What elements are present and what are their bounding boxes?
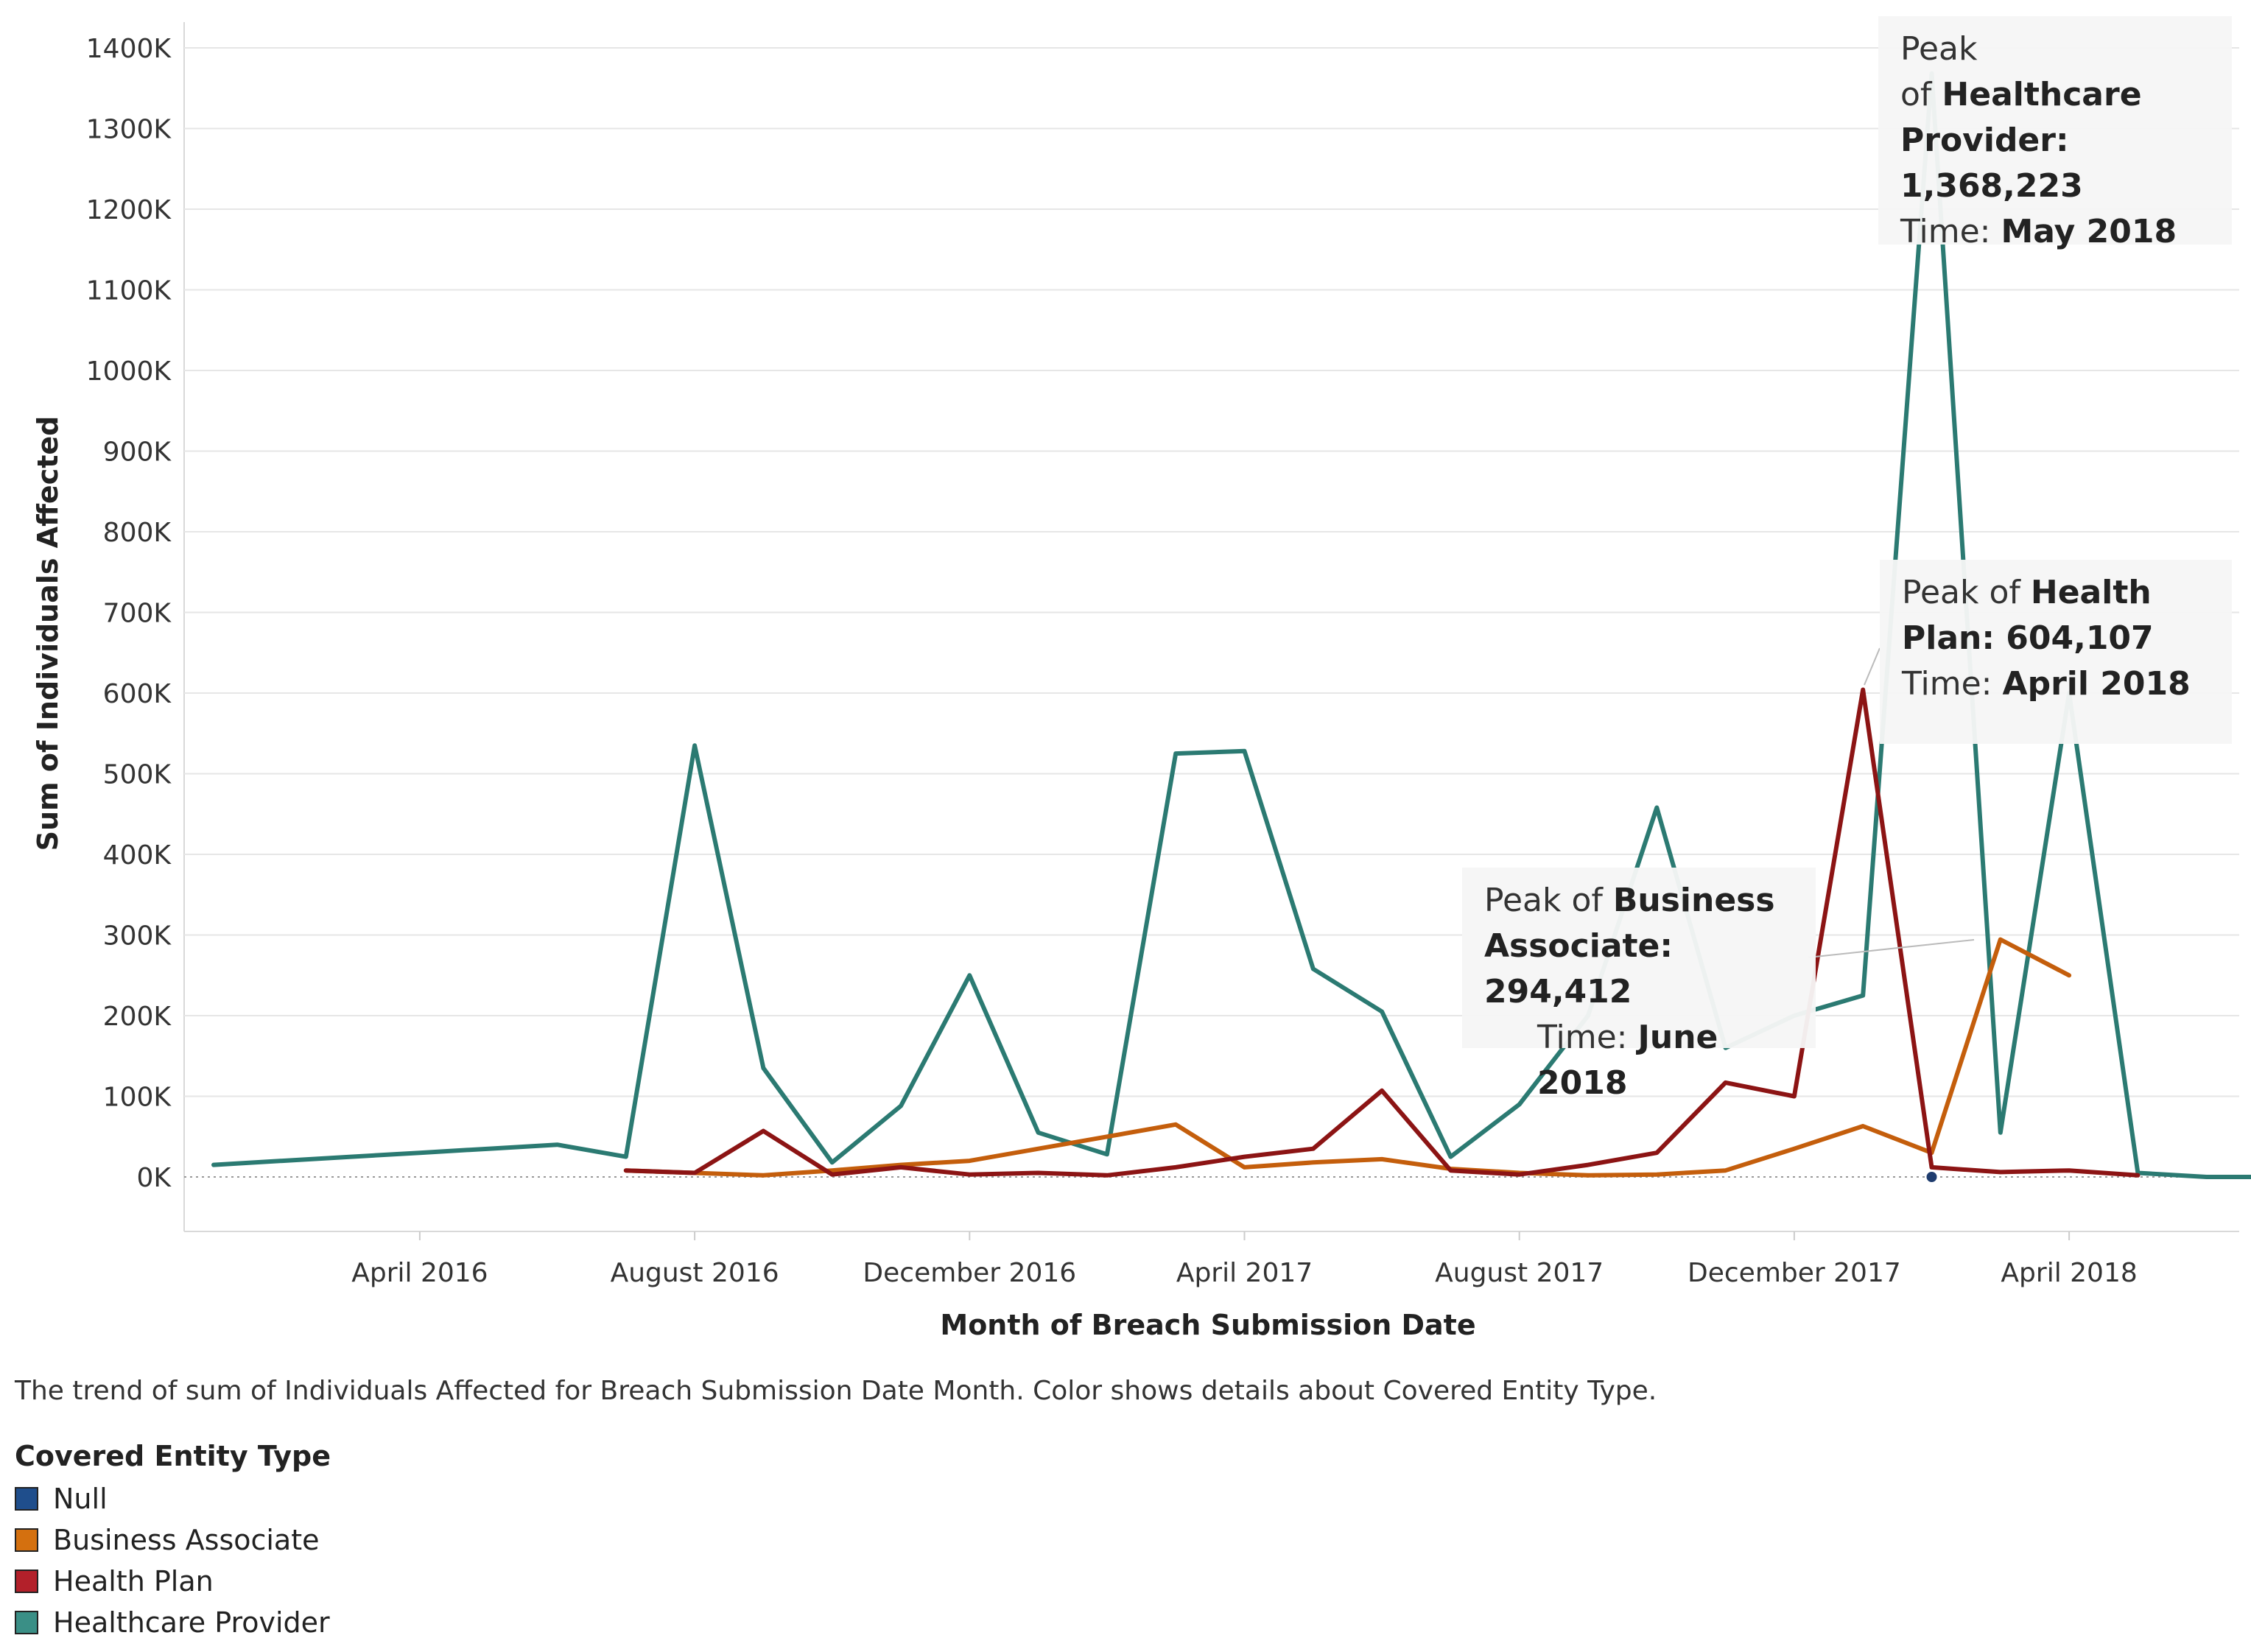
legend-label: Health Plan [53, 1565, 214, 1597]
y-tick-label: 1200K [86, 195, 172, 225]
y-tick-label: 200K [103, 1002, 172, 1032]
y-tick-label: 600K [103, 679, 172, 709]
tooltip-prefix: Peak of [1900, 30, 1978, 113]
tooltip-title-cont: Associate: 294,412 [1484, 927, 1673, 1010]
tooltip-title-cont: Plan: 604,107 [1902, 619, 2154, 657]
legend-item-healthcare-provider[interactable]: Healthcare Provider [15, 1602, 331, 1643]
legend-swatch-healthcare-provider [15, 1611, 38, 1634]
legend-label: Business Associate [53, 1524, 320, 1556]
x-tick-label: December 2017 [1688, 1258, 1901, 1288]
y-tick-label: 1400K [86, 34, 172, 64]
legend-label: Null [53, 1483, 108, 1515]
tooltip-title: Health [2030, 574, 2152, 611]
leader-line-health-plan [1864, 647, 1880, 686]
tooltip-health-plan-peak: Peak of Health Plan: 604,107 Time: April… [1880, 560, 2232, 744]
legend-item-business-associate[interactable]: Business Associate [15, 1519, 331, 1561]
y-axis-ticks: 0K 100K 200K 300K 400K 500K 600K 700K 800K 900K 10… [86, 34, 172, 1193]
tooltip-value: 1,368,223 [1900, 167, 2083, 205]
y-tick-label: 1000K [86, 356, 172, 387]
legend-label: Healthcare Provider [53, 1606, 330, 1639]
tooltip-time-prefix: Time: [1900, 213, 1991, 250]
y-tick-label: 100K [103, 1083, 172, 1113]
legend-item-health-plan[interactable]: Health Plan [15, 1561, 331, 1602]
tooltip-prefix: Peak of [1902, 574, 2020, 611]
line-chart: 0K 100K 200K 300K 400K 500K 600K 700K 800K 900K 10… [32, 22, 2251, 1341]
x-tick-label: August 2017 [1435, 1258, 1604, 1288]
legend-swatch-health-plan [15, 1570, 38, 1593]
leader-line-business-associate [1808, 939, 1975, 958]
y-tick-label: 0K [136, 1163, 172, 1193]
y-tick-label: 1100K [86, 276, 172, 306]
tooltip-prefix: Peak of [1484, 882, 1603, 919]
series-point-null [1926, 1172, 1937, 1182]
tooltip-leader-lines [1808, 647, 1975, 958]
x-axis-ticks: April 2016 August 2016 December 2016 April … [351, 1231, 2138, 1288]
tooltip-title: Business [1612, 882, 1775, 919]
tooltip-time: May 2018 [2001, 213, 2177, 250]
tooltip-business-associate-peak: Peak of Business Associate: 294,412 Time… [1462, 868, 1816, 1102]
legend-swatch-business-associate [15, 1528, 38, 1552]
x-tick-label: April 2018 [2001, 1258, 2137, 1288]
x-axis-title: Month of Breach Submission Date [940, 1309, 1475, 1341]
y-tick-label: 900K [103, 437, 172, 468]
x-tick-label: April 2016 [351, 1258, 488, 1288]
series-line-business-associate [623, 937, 2072, 1178]
y-tick-label: 700K [103, 599, 172, 629]
tooltip-time-prefix: Time: [1537, 1019, 1628, 1056]
tooltip-time-prefix: Time: [1902, 665, 1992, 703]
tooltip-title: Healthcare [1942, 76, 2142, 113]
y-tick-label: 1300K [86, 115, 172, 145]
series-line-health-plan [623, 687, 2141, 1178]
tooltip-healthcare-provider-peak: Peak of Healthcare Provider: 1,368,223 T… [1878, 16, 2232, 250]
y-tick-label: 800K [103, 518, 172, 548]
legend-swatch-null [15, 1487, 38, 1511]
y-tick-label: 300K [103, 921, 172, 952]
series-lines [211, 71, 2251, 1182]
tooltip-time: April 2018 [2002, 665, 2191, 703]
chart-caption: The trend of sum of Individuals Affected… [15, 1376, 1657, 1406]
x-tick-label: December 2016 [863, 1258, 1076, 1288]
legend: Covered Entity Type Null Business Associ… [15, 1440, 331, 1643]
tooltip-title-cont: Provider: [1900, 122, 2069, 159]
series-line-healthcare-provider [211, 71, 2251, 1179]
x-tick-label: August 2016 [611, 1258, 779, 1288]
x-tick-label: April 2017 [1176, 1258, 1313, 1288]
legend-title: Covered Entity Type [15, 1440, 331, 1472]
legend-item-null[interactable]: Null [15, 1478, 331, 1519]
y-tick-label: 400K [103, 840, 172, 871]
y-axis-title: Sum of Individuals Affected [32, 416, 64, 851]
tooltip-time: June 2018 [1537, 1019, 1718, 1102]
y-tick-label: 500K [103, 760, 172, 790]
